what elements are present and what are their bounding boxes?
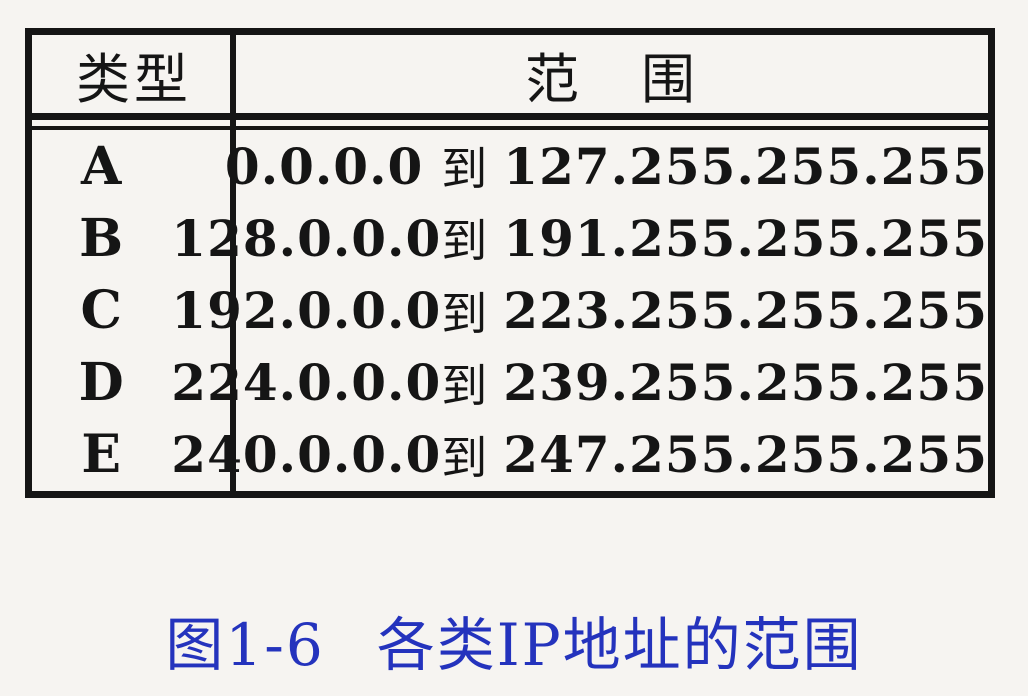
range-cell: 224.0.0.0 到 239.255.255.255: [171, 350, 988, 416]
table-row: D 224.0.0.0 到 239.255.255.255: [32, 347, 988, 419]
range-cell: 240.0.0.0 到 247.255.255.255: [171, 422, 988, 488]
to-label: 到: [441, 214, 488, 269]
header-cell-range: 范 围: [525, 47, 699, 111]
table-row: C 192.0.0.0 到 223.255.255.255: [32, 274, 988, 346]
to-label: 到: [441, 142, 488, 197]
to-label: 到: [441, 430, 488, 485]
end-ip: 247.255.255.255: [503, 425, 988, 485]
table-header-row: 类型 范 围: [32, 35, 988, 120]
range-cell: 128.0.0.0 到 191.255.255.255: [171, 205, 988, 271]
caption-figure-number: 图1-6: [165, 611, 325, 679]
start-ip: 224.0.0.0: [171, 353, 442, 413]
end-ip: 239.255.255.255: [503, 353, 988, 413]
start-ip: 192.0.0.0: [171, 281, 442, 340]
start-ip: 240.0.0.0: [171, 425, 442, 485]
class-letter: A: [80, 135, 123, 197]
start-ip: 128.0.0.0: [171, 208, 442, 268]
column-divider: [230, 35, 236, 491]
class-letter: E: [81, 424, 122, 486]
table-row: E 240.0.0.0 到 247.255.255.255: [32, 419, 988, 491]
end-ip: 127.255.255.255: [503, 136, 988, 196]
start-ip: 0.0.0.0: [224, 136, 424, 196]
table-body: A 0.0.0.0 到 127.255.255.255 B 128.0.0.0 …: [32, 130, 988, 491]
figure-caption: 图1-6 各类IP地址的范围: [0, 598, 1028, 682]
class-letter: B: [79, 207, 125, 269]
table-row: B 128.0.0.0 到 191.255.255.255: [32, 202, 988, 274]
ip-class-range-table: 类型 范 围 A 0.0.0.0 到 127.255.255.255 B 128…: [25, 28, 995, 498]
class-letter: C: [80, 280, 123, 341]
end-ip: 191.255.255.255: [503, 208, 988, 268]
table-row: A 0.0.0.0 到 127.255.255.255: [32, 130, 988, 202]
caption-title: 各类IP地址的范围: [376, 611, 863, 679]
to-label: 到: [441, 358, 488, 413]
class-letter: D: [78, 352, 125, 414]
to-label: 到: [441, 286, 488, 341]
range-cell: 0.0.0.0 到 127.255.255.255: [171, 133, 988, 199]
header-double-rule: [32, 126, 988, 130]
header-cell-type: 类型: [76, 47, 192, 111]
range-cell: 192.0.0.0 到 223.255.255.255: [171, 278, 988, 344]
end-ip: 223.255.255.255: [503, 281, 988, 340]
